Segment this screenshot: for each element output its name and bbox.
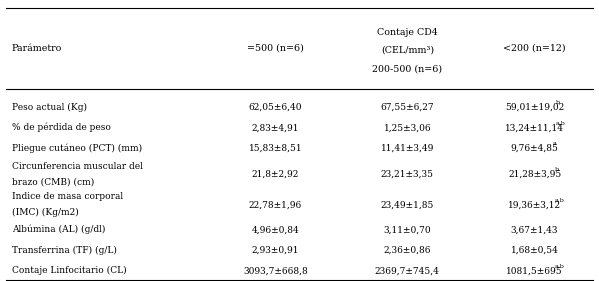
Text: 1,25±3,06: 1,25±3,06 — [383, 123, 431, 132]
Text: 200-500 (n=6): 200-500 (n=6) — [372, 64, 443, 73]
Text: 2,36±0,86: 2,36±0,86 — [383, 246, 431, 255]
Text: 3,67±1,43: 3,67±1,43 — [511, 225, 558, 234]
Text: 3093,7±668,8: 3093,7±668,8 — [243, 266, 308, 275]
Text: % de pérdida de peso: % de pérdida de peso — [12, 123, 111, 132]
Text: Circunferencia muscular del: Circunferencia muscular del — [12, 162, 143, 171]
Text: 1081,5±695: 1081,5±695 — [506, 266, 563, 275]
Text: a,b: a,b — [555, 263, 564, 268]
Text: b: b — [556, 100, 560, 105]
Text: 21,28±3,95: 21,28±3,95 — [508, 170, 561, 179]
Text: Contaje CD4: Contaje CD4 — [377, 28, 438, 37]
Text: 3,11±0,70: 3,11±0,70 — [383, 225, 431, 234]
Text: 67,55±6,27: 67,55±6,27 — [380, 103, 434, 112]
Text: 23,49±1,85: 23,49±1,85 — [380, 200, 434, 209]
Text: 21,8±2,92: 21,8±2,92 — [252, 170, 300, 179]
Text: 11,41±3,49: 11,41±3,49 — [380, 144, 434, 153]
Text: 9,76±4,85: 9,76±4,85 — [511, 144, 558, 153]
Text: 2,83±4,91: 2,83±4,91 — [252, 123, 300, 132]
Text: 59,01±19,02: 59,01±19,02 — [505, 103, 564, 112]
Text: Parámetro: Parámetro — [12, 44, 62, 53]
Text: 2,93±0,91: 2,93±0,91 — [252, 246, 300, 255]
Text: 4,96±0,84: 4,96±0,84 — [252, 225, 300, 234]
Text: Transferrina (TF) (g/L): Transferrina (TF) (g/L) — [12, 246, 117, 255]
Text: 13,24±11,14: 13,24±11,14 — [505, 123, 564, 132]
Text: 22,78±1,96: 22,78±1,96 — [249, 200, 302, 209]
Text: 1,68±0,54: 1,68±0,54 — [511, 246, 558, 255]
Text: (IMC) (Kg/m2): (IMC) (Kg/m2) — [12, 208, 78, 217]
Text: Albúmina (AL) (g/dl): Albúmina (AL) (g/dl) — [12, 225, 105, 234]
Text: 19,36±3,12: 19,36±3,12 — [508, 200, 561, 209]
Text: a,b: a,b — [556, 120, 566, 125]
Text: 23,21±3,35: 23,21±3,35 — [381, 170, 434, 179]
Text: b: b — [555, 167, 558, 172]
Text: 2369,7±745,4: 2369,7±745,4 — [375, 266, 440, 275]
Text: (CEL/mm³): (CEL/mm³) — [381, 46, 434, 55]
Text: Peso actual (Kg): Peso actual (Kg) — [12, 103, 87, 112]
Text: Contaje Linfocitario (CL): Contaje Linfocitario (CL) — [12, 266, 126, 275]
Text: 15,83±8,51: 15,83±8,51 — [249, 144, 302, 153]
Text: Pliegue cutáneo (PCT) (mm): Pliegue cutáneo (PCT) (mm) — [12, 144, 142, 153]
Text: =500 (n=6): =500 (n=6) — [247, 44, 304, 53]
Text: a,b: a,b — [555, 197, 564, 202]
Text: brazo (CMB) (cm): brazo (CMB) (cm) — [12, 178, 94, 187]
Text: a: a — [553, 141, 556, 146]
Text: 62,05±6,40: 62,05±6,40 — [249, 103, 302, 112]
Text: Indice de masa corporal: Indice de masa corporal — [12, 192, 123, 201]
Text: <200 (n=12): <200 (n=12) — [503, 44, 566, 53]
